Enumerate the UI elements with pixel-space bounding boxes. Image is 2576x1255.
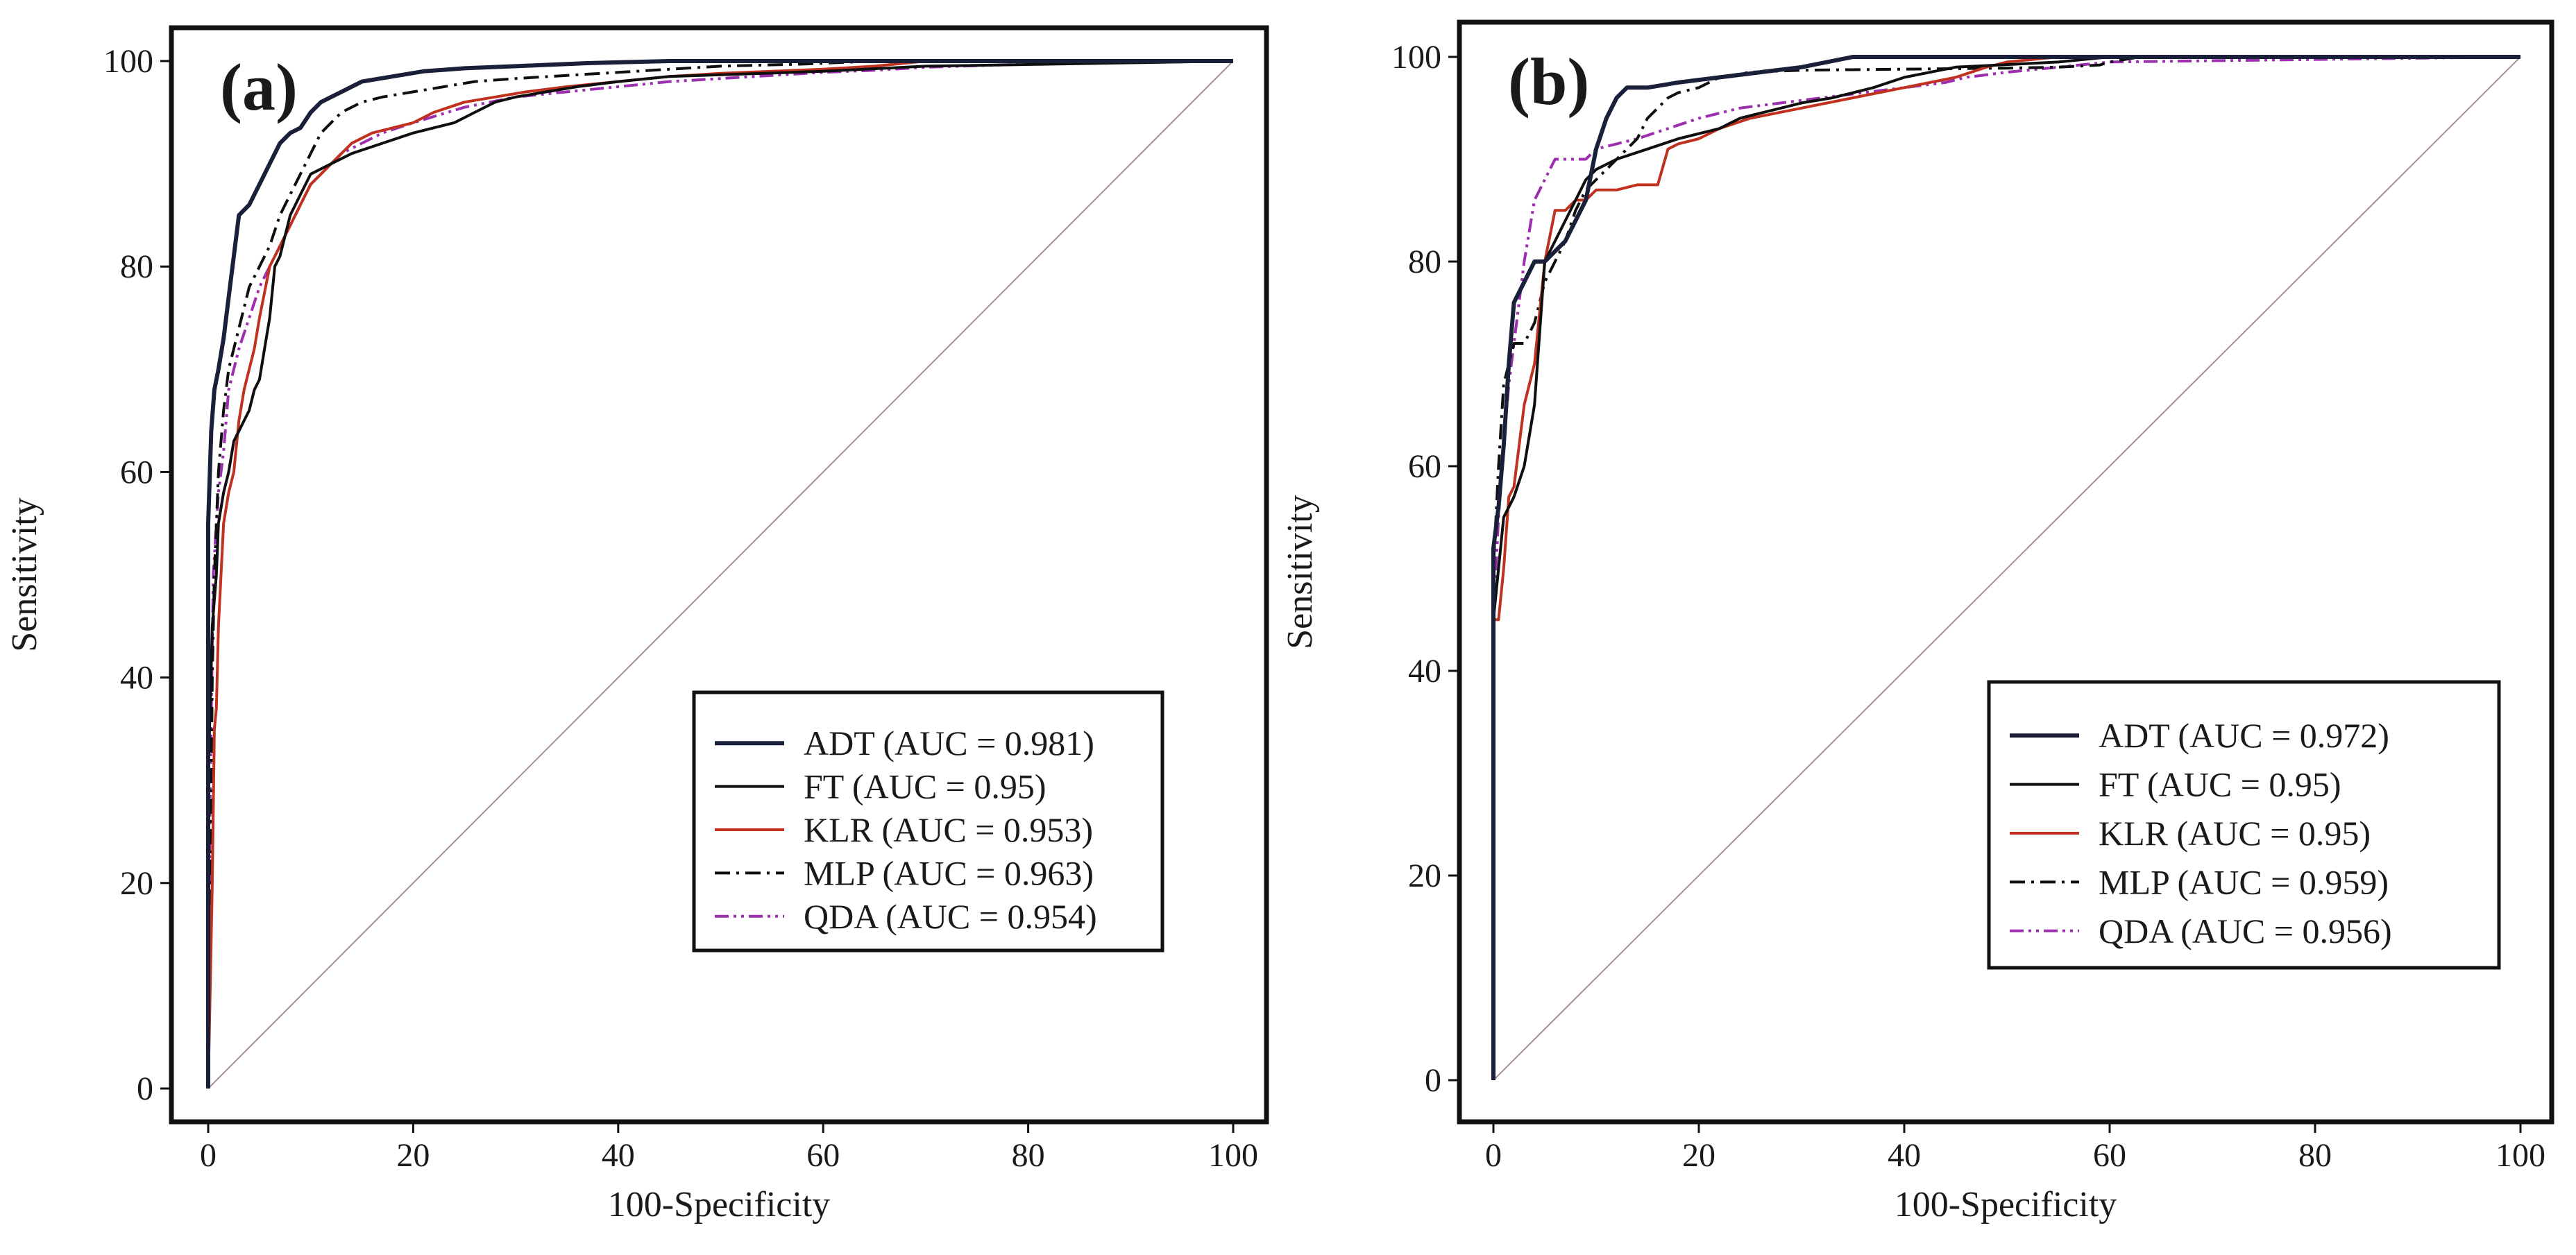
roc-curve-adt xyxy=(206,59,1233,1088)
roc-curve-adt xyxy=(1491,55,2520,1080)
panel-label: (b) xyxy=(1508,44,1589,119)
x-axis-label: 100-Specificity xyxy=(1895,1185,2117,1224)
legend-label-qda: QDA (AUC = 0.954) xyxy=(804,897,1097,936)
roc-curve-mlp xyxy=(1492,56,2520,1080)
roc-panel-a: 0 20 40 60 80 100 0 20 40 60 80 100 100-Specificity S… xyxy=(5,25,1269,1224)
legend-label-klr: KLR (AUC = 0.95) xyxy=(2099,814,2371,853)
roc-curve-qda xyxy=(207,60,1234,1089)
legend-label-mlp: MLP (AUC = 0.963) xyxy=(804,853,1094,892)
reference-diagonal xyxy=(1493,56,2521,1081)
y-tick-label: 40 xyxy=(120,660,153,697)
y-tick-label: 100 xyxy=(1391,39,1441,76)
legend-label-mlp: MLP (AUC = 0.959) xyxy=(2099,862,2389,901)
x-tick-label: 40 xyxy=(1888,1137,1921,1174)
legend-box xyxy=(1987,680,2501,970)
x-tick-label: 20 xyxy=(396,1137,430,1174)
y-tick-label: 40 xyxy=(1408,653,1441,690)
legend-label-adt: ADT (AUC = 0.981) xyxy=(804,724,1094,762)
y-tick-label: 100 xyxy=(103,43,153,80)
legend-label-qda: QDA (AUC = 0.956) xyxy=(2099,912,2392,950)
legend: ADT (AUC = 0.972) FT (AUC = 0.95) KLR (AUC… xyxy=(1987,680,2501,970)
x-tick-label: 0 xyxy=(200,1137,217,1174)
y-tick-label: 80 xyxy=(1408,244,1441,280)
x-tick-label: 80 xyxy=(2298,1137,2332,1174)
reference-diagonal xyxy=(207,60,1234,1089)
legend-label-ft: FT (AUC = 0.95) xyxy=(804,767,1046,806)
x-axis-label: 100-Specificity xyxy=(608,1185,831,1224)
plot-frame xyxy=(169,25,1269,1125)
x-tick-label: 40 xyxy=(602,1137,635,1174)
x-tick-label: 20 xyxy=(1682,1137,1715,1174)
x-tick-label: 100 xyxy=(2496,1137,2545,1174)
legend-box xyxy=(692,690,1164,953)
roc-curve-ft xyxy=(207,60,1234,1088)
roc-curve-qda xyxy=(1492,56,2521,1080)
y-axis-label: Sensitivity xyxy=(1280,495,1320,649)
legend-label-klr: KLR (AUC = 0.953) xyxy=(804,810,1093,849)
roc-curve-mlp xyxy=(207,60,1233,1089)
legend-label-adt: ADT (AUC = 0.972) xyxy=(2099,716,2389,755)
panel-label: (a) xyxy=(220,50,298,124)
x-tick-label: 60 xyxy=(806,1137,840,1174)
y-tick-label: 80 xyxy=(120,248,153,285)
roc-curve-ft xyxy=(1492,56,2520,1080)
y-tick-label: 0 xyxy=(137,1070,153,1107)
y-tick-label: 20 xyxy=(120,865,153,902)
y-tick-label: 60 xyxy=(1408,448,1441,485)
legend: ADT (AUC = 0.981) FT (AUC = 0.95) KLR (AUC… xyxy=(692,690,1164,953)
y-tick-label: 0 xyxy=(1425,1062,1441,1099)
x-tick-label: 100 xyxy=(1208,1137,1258,1174)
legend-label-ft: FT (AUC = 0.95) xyxy=(2099,765,2341,804)
roc-curve-klr xyxy=(1492,56,2520,1080)
x-tick-label: 80 xyxy=(1012,1137,1045,1174)
plot-frame xyxy=(1457,19,2554,1125)
y-tick-label: 20 xyxy=(1408,857,1441,894)
roc-panel-b: 0 20 40 60 80 100 0 20 40 60 80 100 100-Specificity S… xyxy=(1280,19,2554,1224)
x-tick-label: 0 xyxy=(1485,1137,1502,1174)
y-tick-label: 60 xyxy=(120,454,153,490)
y-axis-label: Sensitivity xyxy=(5,497,44,651)
x-tick-label: 60 xyxy=(2093,1137,2126,1174)
